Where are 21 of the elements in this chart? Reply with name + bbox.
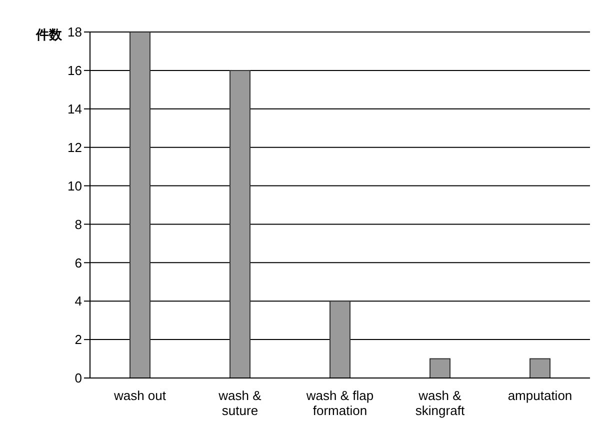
y-axis-title: 件数	[36, 27, 62, 44]
bar	[530, 358, 550, 378]
x-tick-label: amputation	[508, 388, 572, 403]
y-tick-label: 4	[74, 294, 82, 309]
y-tick-label: 18	[68, 24, 82, 40]
bar	[130, 32, 150, 378]
bar	[430, 358, 450, 378]
y-tick-label: 8	[74, 216, 82, 232]
y-tick-label: 16	[68, 63, 82, 78]
bar	[330, 300, 350, 378]
x-tick-label: wash & flap formation	[305, 388, 374, 418]
x-tick-label: wash out	[112, 388, 166, 403]
y-tick-label: 0	[74, 370, 82, 386]
y-tick-label: 6	[74, 255, 82, 270]
bar	[230, 70, 250, 378]
x-tick-label: wash & skingraft	[415, 388, 465, 418]
y-tick-label: 12	[68, 140, 82, 155]
y-tick-label: 14	[68, 102, 82, 117]
x-tick-label: wash & suture	[218, 388, 262, 418]
y-tick-label: 10	[68, 178, 82, 194]
y-tick-label: 2	[74, 332, 82, 348]
